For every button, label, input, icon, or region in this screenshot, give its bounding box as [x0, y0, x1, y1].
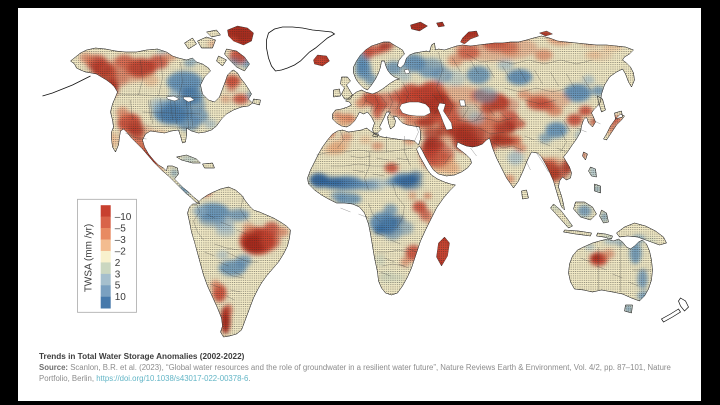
svg-text:–2: –2: [114, 246, 126, 257]
svg-text:TWSA (mm /yr): TWSA (mm /yr): [83, 224, 94, 292]
svg-text:2: 2: [114, 258, 120, 269]
svg-text:–5: –5: [114, 224, 126, 235]
svg-text:5: 5: [114, 281, 120, 292]
svg-text:3: 3: [114, 269, 120, 280]
svg-text:–3: –3: [114, 235, 126, 246]
svg-text:–10: –10: [114, 212, 131, 223]
svg-text:10: 10: [114, 292, 126, 303]
